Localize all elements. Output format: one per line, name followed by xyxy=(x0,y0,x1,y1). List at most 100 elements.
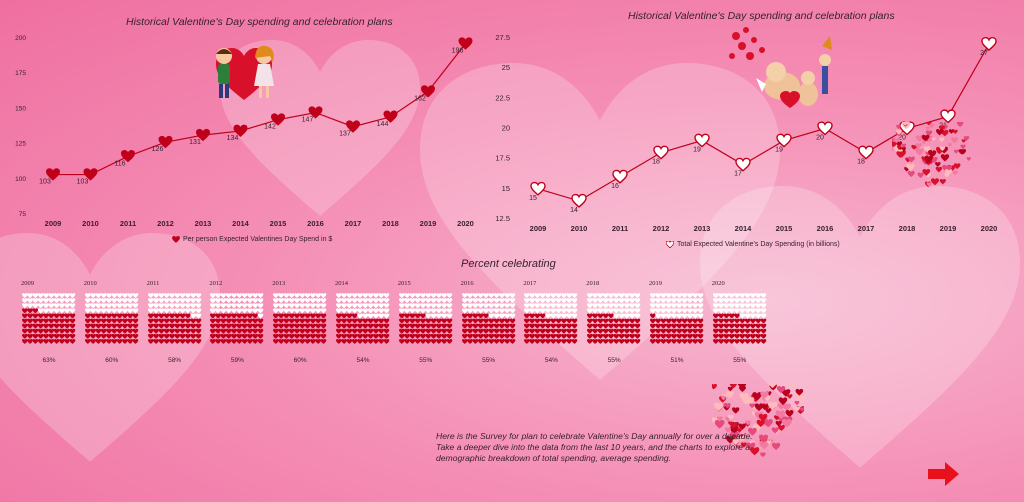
empty-heart-cell xyxy=(545,293,552,299)
filled-heart-cell xyxy=(749,333,756,339)
filled-heart-cell xyxy=(430,323,437,329)
filled-heart-cell xyxy=(446,328,453,334)
empty-heart-cell xyxy=(540,308,546,314)
filled-heart-cell xyxy=(592,318,599,324)
filled-heart-cell xyxy=(733,318,740,324)
filled-heart-cell xyxy=(592,313,599,319)
filled-heart-cell xyxy=(43,333,49,339)
filled-heart-cell xyxy=(179,328,185,334)
filled-heart-cell xyxy=(105,313,112,319)
empty-heart-cell xyxy=(728,298,735,304)
filled-heart-cell xyxy=(53,313,60,319)
filled-heart-cell xyxy=(498,328,505,334)
filled-heart-cell xyxy=(127,318,133,324)
filled-heart-cell xyxy=(477,333,484,339)
empty-heart-cell xyxy=(179,293,185,299)
filled-heart-cell xyxy=(718,313,724,319)
empty-heart-cell xyxy=(466,298,473,304)
empty-heart-cell xyxy=(247,293,254,299)
filled-heart-cell xyxy=(744,318,751,324)
filled-heart-cell xyxy=(252,333,259,339)
filled-heart-cell xyxy=(48,318,55,324)
filled-heart-cell xyxy=(687,338,693,344)
empty-heart-cell xyxy=(540,293,546,299)
empty-heart-cell xyxy=(441,303,447,309)
filled-heart-cell xyxy=(634,338,641,344)
empty-heart-cell xyxy=(556,303,562,309)
filled-heart-cell xyxy=(728,313,735,319)
data-label: 19 xyxy=(775,147,783,154)
filled-heart-cell xyxy=(488,338,494,344)
filled-heart-cell xyxy=(37,323,44,329)
filled-heart-cell xyxy=(37,328,44,334)
filled-heart-cell xyxy=(592,323,599,329)
empty-heart-cell xyxy=(252,298,259,304)
empty-heart-cell xyxy=(712,303,719,309)
background-heart xyxy=(420,63,780,380)
filled-heart-cell xyxy=(226,318,232,324)
filled-heart-cell xyxy=(676,333,683,339)
filled-heart-cell xyxy=(53,323,60,329)
waffle-year-label: 2017 xyxy=(523,280,537,287)
filled-heart-cell xyxy=(299,328,306,334)
filled-heart-cell xyxy=(22,313,28,319)
filled-heart-cell xyxy=(414,318,421,324)
filled-heart-cell xyxy=(315,323,322,329)
filled-heart-cell xyxy=(373,328,379,334)
filled-heart-cell xyxy=(215,323,222,329)
empty-heart-cell xyxy=(210,303,216,309)
cluster-heart xyxy=(771,442,781,451)
empty-heart-cell xyxy=(624,308,630,314)
empty-heart-cell xyxy=(163,308,170,314)
empty-heart-cell xyxy=(534,298,541,304)
cluster-heart xyxy=(731,435,737,440)
empty-heart-cell xyxy=(739,298,745,304)
filled-heart-cell xyxy=(425,318,431,324)
cluster-heart xyxy=(782,403,791,411)
filled-heart-cell xyxy=(430,338,437,344)
empty-heart-cell xyxy=(100,293,107,299)
filled-heart-cell xyxy=(718,333,724,339)
filled-heart-cell xyxy=(383,333,390,339)
filled-heart-cell xyxy=(315,338,322,344)
empty-heart-cell xyxy=(498,308,505,314)
empty-heart-cell xyxy=(367,298,374,304)
empty-heart-cell xyxy=(304,293,311,299)
empty-heart-cell xyxy=(446,298,453,304)
empty-heart-cell xyxy=(687,293,693,299)
empty-heart-cell xyxy=(226,308,232,314)
empty-heart-cell xyxy=(744,308,751,314)
empty-heart-cell xyxy=(592,298,599,304)
filled-heart-cell xyxy=(32,308,39,314)
cluster-heart xyxy=(935,161,941,167)
cluster-heart xyxy=(740,442,747,448)
right-arrow-icon[interactable] xyxy=(928,462,960,486)
x-tick-label: 2010 xyxy=(82,219,99,228)
empty-heart-cell xyxy=(488,313,494,319)
empty-heart-cell xyxy=(739,303,745,309)
empty-heart-cell xyxy=(482,298,489,304)
y-tick-label: 200 xyxy=(15,35,26,42)
empty-heart-cell xyxy=(195,293,201,299)
empty-heart-cell xyxy=(383,308,390,314)
empty-heart-cell xyxy=(733,298,740,304)
empty-heart-cell xyxy=(618,303,625,309)
filled-heart-cell xyxy=(733,323,740,329)
empty-heart-cell xyxy=(373,298,379,304)
filled-heart-cell xyxy=(27,333,33,339)
filled-heart-cell xyxy=(121,323,128,329)
filled-heart-cell xyxy=(733,333,740,339)
cluster-heart xyxy=(785,410,794,418)
empty-heart-cell xyxy=(488,298,494,304)
filled-heart-cell xyxy=(283,313,290,319)
empty-heart-cell xyxy=(53,303,60,309)
filled-heart-cell xyxy=(357,338,363,344)
filled-heart-cell xyxy=(409,333,415,339)
filled-heart-cell xyxy=(760,328,767,334)
empty-heart-cell xyxy=(529,308,536,314)
waffle-grid xyxy=(273,293,327,344)
empty-heart-cell xyxy=(461,298,468,304)
filled-heart-cell xyxy=(414,323,421,329)
filled-heart-cell xyxy=(723,338,729,344)
y-tick-label: 15 xyxy=(502,184,510,193)
